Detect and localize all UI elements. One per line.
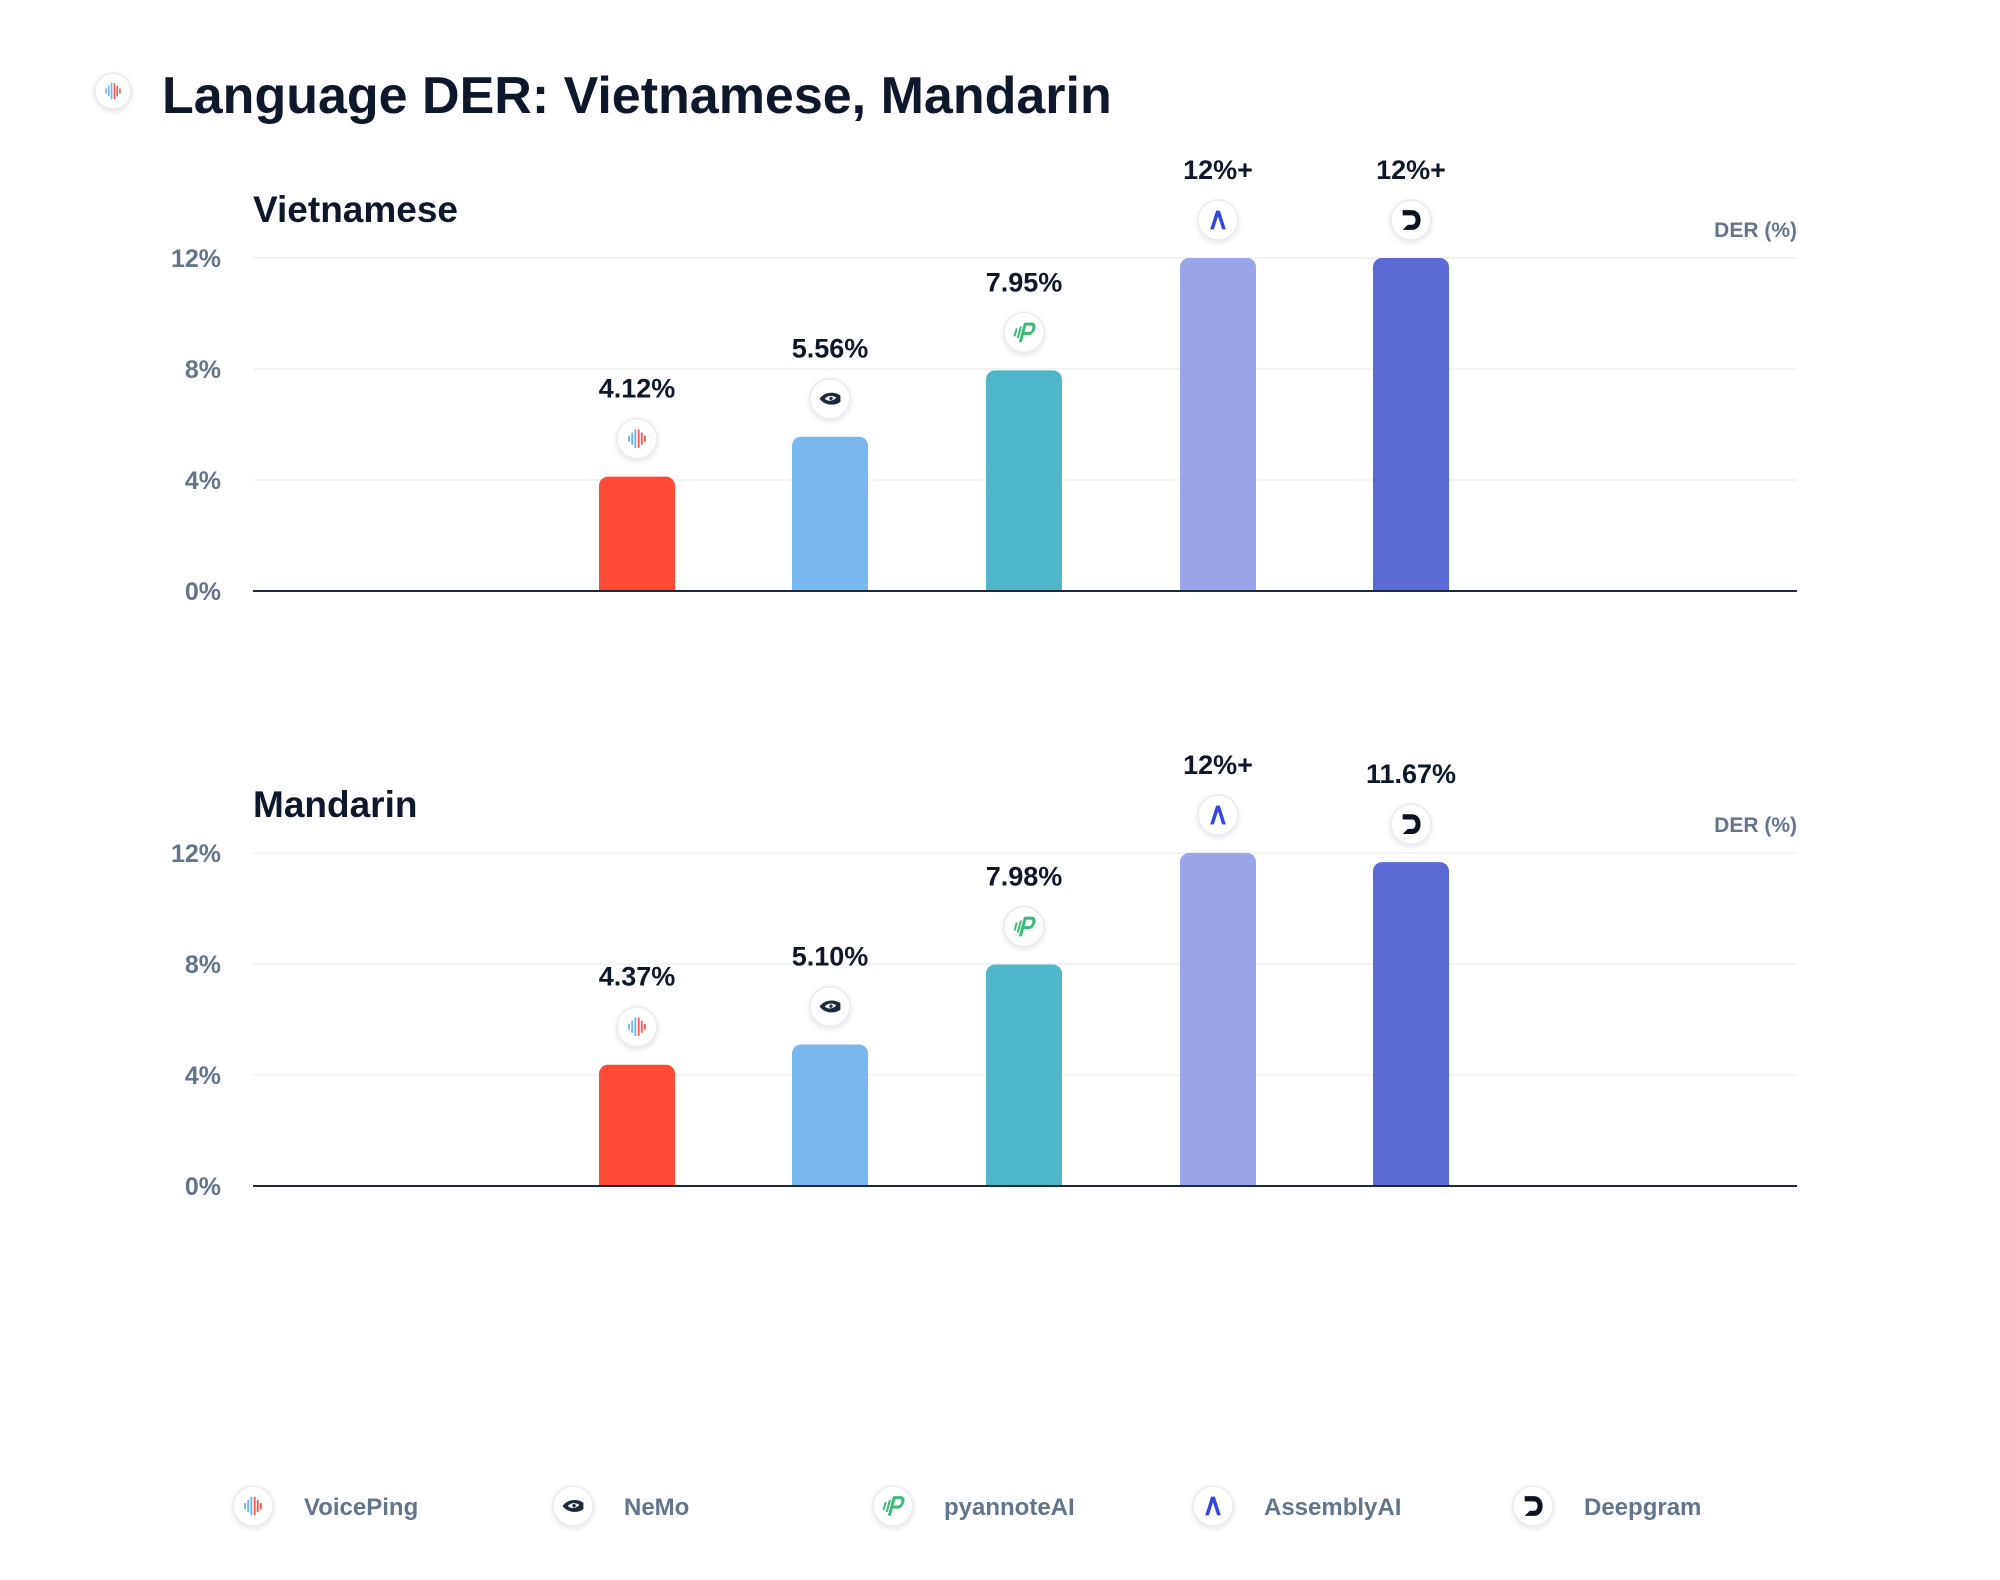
bar-nemo	[792, 1044, 868, 1186]
icon-badge	[1512, 1485, 1554, 1527]
bar-base-assemblyai	[1180, 1176, 1256, 1186]
data-label: 11.67%	[1366, 759, 1456, 789]
panel-title: Mandarin	[253, 784, 417, 825]
data-label: 12%+	[1183, 155, 1253, 185]
bar-voiceping	[599, 476, 675, 591]
y-tick-label: 0%	[185, 578, 221, 606]
icon-badge	[1192, 1485, 1234, 1527]
y-tick-label: 8%	[185, 951, 221, 979]
icon-badge	[1390, 803, 1432, 845]
legend-item-pyannoteai: pyannoteAI	[872, 1485, 1075, 1527]
bar-base-nemo	[792, 1176, 868, 1186]
bar-base-voiceping	[599, 581, 675, 591]
bar-base-pyannoteai	[986, 581, 1062, 591]
legend-label: pyannoteAI	[944, 1494, 1075, 1521]
legend-label: AssemblyAI	[1264, 1494, 1401, 1521]
panel-title: Vietnamese	[253, 189, 458, 230]
y-axis-unit-label: DER (%)	[1714, 814, 1797, 837]
legend-item-voiceping: VoicePing	[232, 1485, 418, 1527]
y-tick-label: 0%	[185, 1173, 221, 1201]
data-label: 7.98%	[986, 862, 1063, 892]
data-label: 7.95%	[986, 267, 1063, 297]
legend-item-nemo: NeMo	[552, 1485, 689, 1527]
bar-pyannoteai	[986, 964, 1062, 1186]
bar-deepgram	[1373, 258, 1449, 591]
legend-label: VoicePing	[304, 1494, 418, 1521]
icon-badge	[1197, 794, 1239, 836]
y-tick-label: 4%	[185, 467, 221, 495]
bar-base-voiceping	[599, 1176, 675, 1186]
y-tick-label: 4%	[185, 1062, 221, 1090]
header-logo-badge	[94, 72, 132, 110]
chart-title: Language DER: Vietnamese, Mandarin	[162, 67, 1112, 125]
chart-panel-vietnamese: Vietnamese DER (%) 0% 4% 8% 12% 4.12% 5.56% 7.95…	[171, 155, 1797, 606]
bar-pyannoteai	[986, 370, 1062, 591]
data-label: 4.37%	[599, 962, 676, 992]
bar-base-nemo	[792, 581, 868, 591]
icon-badge	[1197, 199, 1239, 241]
y-tick-label: 8%	[185, 356, 221, 384]
header: Language DER: Vietnamese, Mandarin	[94, 67, 1112, 125]
bar-base-deepgram	[1373, 581, 1449, 591]
bar-nemo	[792, 436, 868, 591]
legend: VoicePing NeMo pyannoteAI AssemblyAI Deepgra…	[232, 1485, 1701, 1527]
bar-base-assemblyai	[1180, 581, 1256, 591]
legend-label: Deepgram	[1584, 1494, 1701, 1521]
legend-item-deepgram: Deepgram	[1512, 1485, 1701, 1527]
bar-assemblyai	[1180, 258, 1256, 591]
icon-badge	[616, 1005, 658, 1048]
bar-base-pyannoteai	[986, 1176, 1062, 1186]
y-tick-label: 12%	[171, 245, 221, 273]
data-label: 5.56%	[792, 334, 869, 364]
icon-badge	[616, 417, 658, 460]
bar-base-deepgram	[1373, 1176, 1449, 1186]
icon-badge	[1390, 199, 1432, 241]
bar-voiceping	[599, 1064, 675, 1186]
bar-deepgram	[1373, 862, 1449, 1186]
legend-label: NeMo	[624, 1494, 689, 1521]
bar-assemblyai	[1180, 853, 1256, 1186]
data-label: 12%+	[1183, 750, 1253, 780]
data-label: 4.12%	[599, 374, 676, 404]
data-label: 5.10%	[792, 941, 869, 971]
legend-item-assemblyai: AssemblyAI	[1192, 1485, 1401, 1527]
chart-panel-mandarin: Mandarin DER (%) 0% 4% 8% 12% 4.37% 5.10% 7.98% 1…	[171, 750, 1797, 1201]
data-label: 12%+	[1376, 155, 1446, 185]
y-axis-unit-label: DER (%)	[1714, 219, 1797, 242]
y-tick-label: 12%	[171, 840, 221, 868]
icon-badge	[232, 1485, 274, 1527]
